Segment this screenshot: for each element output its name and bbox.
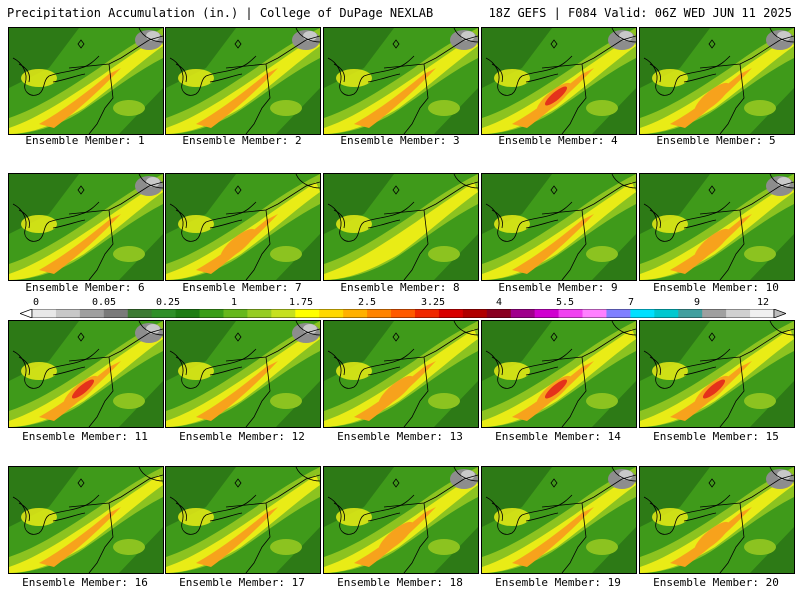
colorbar-swatch — [319, 309, 344, 318]
ensemble-member-label: Ensemble Member: 1 — [25, 134, 145, 147]
colorbar-swatch — [414, 309, 440, 318]
run-info: 18Z GEFS | F084 Valid: 06Z WED JUN 11 20… — [488, 6, 792, 20]
colorbar-swatch — [223, 309, 248, 318]
colorbar-tick-label: 1.75 — [288, 297, 314, 308]
ensemble-member-label: Ensemble Member: 2 — [182, 134, 302, 147]
ensemble-map-panel — [323, 320, 479, 428]
colorbar-max-arrow — [773, 309, 786, 318]
ensemble-map-panel — [165, 466, 321, 574]
ensemble-map-panel — [639, 320, 795, 428]
colorbar-tick-label: 5.5 — [555, 297, 575, 308]
colorbar-swatch — [103, 309, 129, 318]
colorbar-tick-label: 0.25 — [155, 297, 181, 308]
colorbar-swatch — [702, 309, 727, 318]
colorbar-swatch — [271, 309, 296, 318]
ensemble-member-label: Ensemble Member: 20 — [653, 576, 779, 589]
ensemble-map-panel — [323, 173, 479, 281]
colorbar-swatch — [750, 309, 775, 318]
colorbar-tick-label: 9 — [693, 297, 701, 308]
ensemble-member-label: Ensemble Member: 19 — [495, 576, 621, 589]
ensemble-map-panel — [639, 27, 795, 135]
ensemble-member-label: Ensemble Member: 8 — [340, 281, 460, 294]
colorbar-swatch — [32, 309, 57, 318]
colorbar-tick-label: 3.25 — [420, 297, 446, 308]
colorbar-min-arrow — [20, 309, 33, 318]
colorbar-tick-label: 2.5 — [357, 297, 377, 308]
colorbar-swatch — [391, 309, 416, 318]
colorbar-swatch — [558, 309, 584, 318]
colorbar-swatch — [582, 309, 607, 318]
ensemble-member-label: Ensemble Member: 4 — [498, 134, 618, 147]
ensemble-member-label: Ensemble Member: 11 — [22, 430, 148, 443]
ensemble-map-panel — [165, 320, 321, 428]
ensemble-member-label: Ensemble Member: 3 — [340, 134, 460, 147]
ensemble-member-label: Ensemble Member: 13 — [337, 430, 463, 443]
ensemble-map-panel — [8, 466, 164, 574]
ensemble-map-panel — [165, 173, 321, 281]
ensemble-map-panel — [323, 27, 479, 135]
ensemble-member-label: Ensemble Member: 9 — [498, 281, 618, 294]
ensemble-map-panel — [481, 466, 637, 574]
ensemble-map-panel — [481, 173, 637, 281]
ensemble-member-label: Ensemble Member: 7 — [182, 281, 302, 294]
colorbar-tick-label: 0 — [32, 297, 40, 308]
colorbar-swatch — [79, 309, 105, 318]
colorbar-swatch — [295, 309, 320, 318]
ensemble-map-panel — [8, 173, 164, 281]
ensemble-member-label: Ensemble Member: 14 — [495, 430, 621, 443]
ensemble-map-panel — [481, 27, 637, 135]
colorbar-swatch — [534, 309, 560, 318]
colorbar-swatch — [678, 309, 703, 318]
ensemble-map-panel — [8, 320, 164, 428]
colorbar-tick-label: 1 — [230, 297, 238, 308]
colorbar-swatch — [343, 309, 368, 318]
ensemble-member-label: Ensemble Member: 15 — [653, 430, 779, 443]
colorbar-tick-label: 7 — [627, 297, 635, 308]
ensemble-member-label: Ensemble Member: 5 — [656, 134, 776, 147]
colorbar-swatch — [151, 309, 177, 318]
precip-colorbar — [20, 309, 786, 318]
colorbar-tick-label: 0.05 — [91, 297, 117, 308]
colorbar-tick-label: 4 — [495, 297, 503, 308]
colorbar-swatch — [438, 309, 464, 318]
colorbar-swatch — [726, 309, 751, 318]
ensemble-map-panel — [323, 466, 479, 574]
ensemble-member-label: Ensemble Member: 6 — [25, 281, 145, 294]
colorbar-swatch — [630, 309, 655, 318]
ensemble-member-label: Ensemble Member: 17 — [179, 576, 305, 589]
ensemble-map-panel — [481, 320, 637, 428]
map-title: Precipitation Accumulation (in.) | Colle… — [7, 6, 434, 20]
colorbar-swatch — [175, 309, 201, 318]
colorbar-swatch — [55, 309, 81, 318]
colorbar-swatch — [462, 309, 488, 318]
ensemble-member-label: Ensemble Member: 16 — [22, 576, 148, 589]
ensemble-map-panel — [165, 27, 321, 135]
colorbar-swatch — [486, 309, 512, 318]
colorbar-swatch — [199, 309, 224, 318]
colorbar-tick-label: 12 — [756, 297, 770, 308]
colorbar-swatch — [367, 309, 392, 318]
ensemble-member-label: Ensemble Member: 12 — [179, 430, 305, 443]
colorbar-swatch — [510, 309, 536, 318]
ensemble-map-panel — [8, 27, 164, 135]
colorbar-swatch — [654, 309, 679, 318]
ensemble-map-panel — [639, 173, 795, 281]
ensemble-member-label: Ensemble Member: 18 — [337, 576, 463, 589]
ensemble-map-panel — [639, 466, 795, 574]
colorbar-swatch — [127, 309, 153, 318]
ensemble-member-label: Ensemble Member: 10 — [653, 281, 779, 294]
colorbar-swatch — [247, 309, 272, 318]
colorbar-swatch — [606, 309, 631, 318]
